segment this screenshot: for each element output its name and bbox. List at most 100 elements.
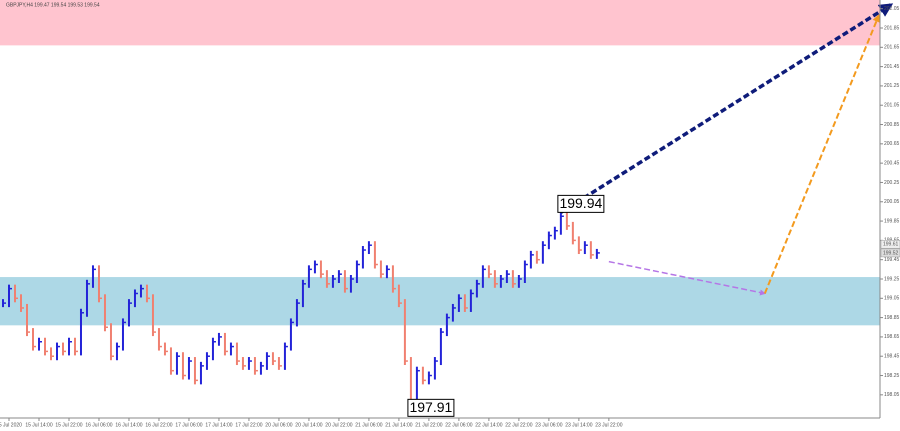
price-bar [229,342,234,356]
price-bar [391,265,396,293]
x-tick-label: 16 Jul 06:00 [85,422,112,428]
x-tick-label: 21 Jul 14:00 [385,422,412,428]
price-bar [427,371,432,385]
y-tick-label: 198.05 [884,392,900,398]
price-bar [529,250,534,269]
price-bar [259,361,264,375]
price-bar [49,347,54,361]
x-tick-label: 15 Jul 2020 [0,422,22,428]
price-bar [97,265,102,303]
price-bar [25,303,30,337]
y-tick-label: 201.45 [884,64,900,70]
price-bar [349,274,354,293]
price-bar [85,279,90,317]
price-label: 199.61 [883,242,899,248]
y-tick-label: 201.65 [884,45,900,51]
price-bar [283,342,288,370]
price-bar [103,294,108,332]
price-bar [55,342,60,361]
price-bar [535,250,540,264]
price-bar [355,260,360,283]
price-bar [565,212,570,230]
x-tick-label: 20 Jul 22:00 [325,422,352,428]
price-bar [517,274,522,288]
price-bar [373,241,378,269]
price-bar [505,270,510,283]
y-tick-label: 200.65 [884,141,900,147]
y-tick-label: 199.25 [884,276,900,282]
price-bar [247,357,252,370]
price-bar [91,265,96,288]
price-bar [493,270,498,288]
price-bar [571,221,576,245]
price-bar [289,318,294,351]
price-bar [469,289,474,312]
y-tick-label: 200.45 [884,160,900,166]
price-bar [43,337,48,356]
price-bar [439,328,444,366]
x-tick-label: 22 Jul 06:00 [445,422,472,428]
y-tick-label: 198.25 [884,373,900,379]
price-bar [271,352,276,366]
price-bar [463,294,468,312]
x-tick-label: 17 Jul 06:00 [175,422,202,428]
x-tick-label: 20 Jul 06:00 [265,422,292,428]
price-bar [73,337,78,356]
x-tick-label: 17 Jul 22:00 [235,422,262,428]
price-bar [7,284,12,308]
price-bar [277,357,282,370]
price-bar [139,284,144,298]
price-bar [445,313,450,337]
price-bar [487,265,492,279]
x-tick-label: 23 Jul 06:00 [535,422,562,428]
x-tick-label: 22 Jul 14:00 [475,422,502,428]
price-bar [223,332,228,356]
price-bar [379,260,384,279]
price-bar [583,241,588,255]
price-bar [211,337,216,361]
x-tick-label: 16 Jul 22:00 [145,422,172,428]
price-bar [595,248,600,259]
x-tick-label: 17 Jul 14:00 [205,422,232,428]
x-tick-label: 15 Jul 22:00 [55,422,82,428]
price-bar [403,299,408,366]
price-bar [553,226,558,240]
x-tick-label: 16 Jul 14:00 [115,422,142,428]
price-bar [181,352,186,380]
price-bar [307,265,312,288]
price-bar [241,357,246,370]
price-bar [343,270,348,293]
x-tick-label: 21 Jul 06:00 [355,422,382,428]
price-bar [397,284,402,308]
price-bar [499,274,504,288]
chart-title: GBPJPY,H4 199.47 199.54 199.53 199.54 [6,2,100,8]
price-bar [319,260,324,279]
projection-arrow [559,3,894,214]
price-bar [19,294,24,312]
price-bar [205,352,210,370]
price-bar [313,260,318,274]
y-tick-label: 198.45 [884,354,900,360]
price-bar [193,357,198,385]
y-tick-label: 201.85 [884,25,900,31]
price-bar [145,284,150,303]
price-bar [295,299,300,327]
price-bar [109,323,114,361]
price-bar [175,352,180,375]
price-bar [451,303,456,322]
y-tick-label: 200.05 [884,199,900,205]
price-bar [13,284,18,303]
price-bar [385,265,390,279]
price-bar [511,270,516,288]
zone [0,0,880,46]
price-bar [421,366,426,385]
price-bar [325,270,330,288]
price-bar [547,231,552,250]
x-tick-label: 23 Jul 14:00 [565,422,592,428]
price-bar [67,337,72,356]
y-tick-label: 202.05 [884,6,900,12]
y-tick-label: 199.45 [884,257,900,263]
annotation-label: 197.91 [409,399,452,415]
price-bar [169,347,174,375]
